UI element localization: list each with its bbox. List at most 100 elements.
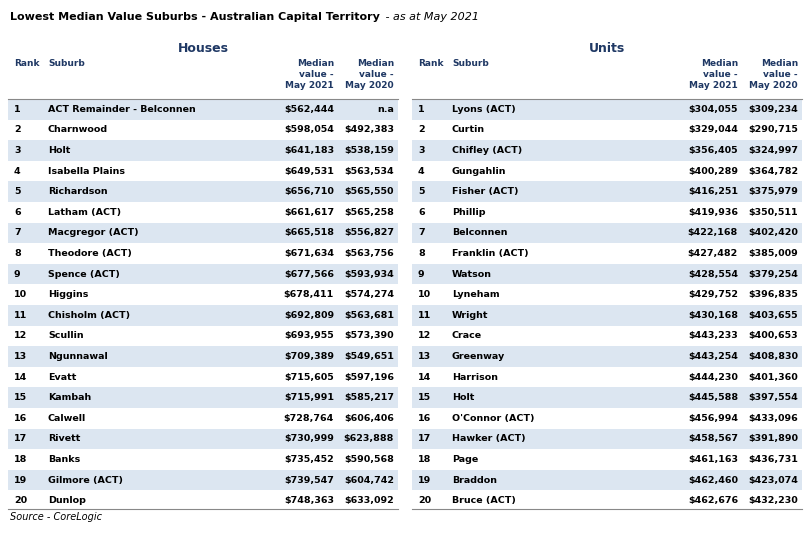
Bar xyxy=(412,120,802,140)
Text: $606,406: $606,406 xyxy=(344,414,394,423)
Bar xyxy=(412,387,802,408)
Bar xyxy=(8,120,398,140)
Text: Evatt: Evatt xyxy=(48,373,76,381)
Bar xyxy=(8,428,398,449)
Text: $456,994: $456,994 xyxy=(688,414,738,423)
Text: Chifley (ACT): Chifley (ACT) xyxy=(452,146,522,155)
Text: Rivett: Rivett xyxy=(48,434,80,444)
Text: $396,835: $396,835 xyxy=(748,290,798,299)
Text: $677,566: $677,566 xyxy=(284,269,334,279)
Text: $429,752: $429,752 xyxy=(688,290,738,299)
Text: $633,092: $633,092 xyxy=(344,496,394,505)
Bar xyxy=(412,490,802,511)
Text: Lyneham: Lyneham xyxy=(452,290,500,299)
Bar xyxy=(8,490,398,511)
Bar xyxy=(8,161,398,181)
Text: $375,979: $375,979 xyxy=(748,187,798,196)
Text: Franklin (ACT): Franklin (ACT) xyxy=(452,249,529,258)
Text: $329,044: $329,044 xyxy=(688,126,738,134)
Text: 7: 7 xyxy=(14,228,20,237)
Text: Median
value -
May 2020: Median value - May 2020 xyxy=(345,59,394,90)
Text: 12: 12 xyxy=(418,332,431,340)
Bar xyxy=(412,99,802,120)
Text: 6: 6 xyxy=(418,208,424,217)
Text: $735,452: $735,452 xyxy=(284,455,334,464)
Text: Rank: Rank xyxy=(14,59,40,68)
Text: $661,617: $661,617 xyxy=(284,208,334,217)
Text: Ngunnawal: Ngunnawal xyxy=(48,352,108,361)
Text: Gungahlin: Gungahlin xyxy=(452,167,506,176)
Text: $422,168: $422,168 xyxy=(688,228,738,237)
Text: 18: 18 xyxy=(14,455,28,464)
Bar xyxy=(412,408,802,428)
Text: Suburb: Suburb xyxy=(48,59,85,68)
Text: $656,710: $656,710 xyxy=(284,187,334,196)
Text: $419,936: $419,936 xyxy=(688,208,738,217)
Bar xyxy=(412,346,802,367)
Text: $445,588: $445,588 xyxy=(688,393,738,402)
Text: Source - CoreLogic: Source - CoreLogic xyxy=(10,512,102,522)
Bar xyxy=(412,428,802,449)
Text: $715,605: $715,605 xyxy=(284,373,334,381)
Text: Chisholm (ACT): Chisholm (ACT) xyxy=(48,311,130,320)
Text: 5: 5 xyxy=(418,187,424,196)
Text: $436,731: $436,731 xyxy=(748,455,798,464)
Text: $492,383: $492,383 xyxy=(344,126,394,134)
Text: $461,163: $461,163 xyxy=(688,455,738,464)
Text: n.a: n.a xyxy=(377,105,394,114)
Text: - as at May 2021: - as at May 2021 xyxy=(382,12,479,22)
Text: $665,518: $665,518 xyxy=(284,228,334,237)
Text: Fisher (ACT): Fisher (ACT) xyxy=(452,187,518,196)
Text: $364,782: $364,782 xyxy=(748,167,798,176)
Text: $715,991: $715,991 xyxy=(284,393,334,402)
Text: Bruce (ACT): Bruce (ACT) xyxy=(452,496,516,505)
Text: $604,742: $604,742 xyxy=(344,476,394,485)
Text: Hawker (ACT): Hawker (ACT) xyxy=(452,434,526,444)
Text: Holt: Holt xyxy=(452,393,475,402)
Text: $739,547: $739,547 xyxy=(284,476,334,485)
Text: Suburb: Suburb xyxy=(452,59,488,68)
Text: $397,554: $397,554 xyxy=(748,393,798,402)
Text: Dunlop: Dunlop xyxy=(48,496,86,505)
Text: Richardson: Richardson xyxy=(48,187,108,196)
Text: $748,363: $748,363 xyxy=(284,496,334,505)
Text: Charnwood: Charnwood xyxy=(48,126,108,134)
Text: Braddon: Braddon xyxy=(452,476,497,485)
Text: $385,009: $385,009 xyxy=(748,249,798,258)
Text: $428,554: $428,554 xyxy=(688,269,738,279)
Text: $598,054: $598,054 xyxy=(284,126,334,134)
Text: $563,534: $563,534 xyxy=(344,167,394,176)
Text: $641,183: $641,183 xyxy=(284,146,334,155)
Text: O'Connor (ACT): O'Connor (ACT) xyxy=(452,414,535,423)
Text: 16: 16 xyxy=(14,414,28,423)
Bar xyxy=(8,305,398,326)
Text: $350,511: $350,511 xyxy=(748,208,798,217)
Text: $462,676: $462,676 xyxy=(688,496,738,505)
Text: $709,389: $709,389 xyxy=(284,352,334,361)
Text: ACT Remainder - Belconnen: ACT Remainder - Belconnen xyxy=(48,105,196,114)
Text: 18: 18 xyxy=(418,455,432,464)
Text: $324,997: $324,997 xyxy=(748,146,798,155)
Text: $443,233: $443,233 xyxy=(688,332,738,340)
Bar xyxy=(412,367,802,387)
Text: $401,360: $401,360 xyxy=(748,373,798,381)
Bar xyxy=(412,470,802,490)
Text: 2: 2 xyxy=(418,126,424,134)
Text: $678,411: $678,411 xyxy=(284,290,334,299)
Text: Units: Units xyxy=(589,42,625,55)
Text: Banks: Banks xyxy=(48,455,80,464)
Text: $400,653: $400,653 xyxy=(748,332,798,340)
Bar xyxy=(412,222,802,243)
Bar xyxy=(8,470,398,490)
Text: $379,254: $379,254 xyxy=(748,269,798,279)
Text: $565,258: $565,258 xyxy=(344,208,394,217)
Text: Median
value -
May 2020: Median value - May 2020 xyxy=(749,59,798,90)
Text: $430,168: $430,168 xyxy=(688,311,738,320)
Text: Kambah: Kambah xyxy=(48,393,92,402)
Text: Gilmore (ACT): Gilmore (ACT) xyxy=(48,476,123,485)
Text: Phillip: Phillip xyxy=(452,208,485,217)
Text: $408,830: $408,830 xyxy=(748,352,798,361)
Bar xyxy=(8,181,398,202)
Text: Greenway: Greenway xyxy=(452,352,505,361)
Text: 20: 20 xyxy=(14,496,27,505)
